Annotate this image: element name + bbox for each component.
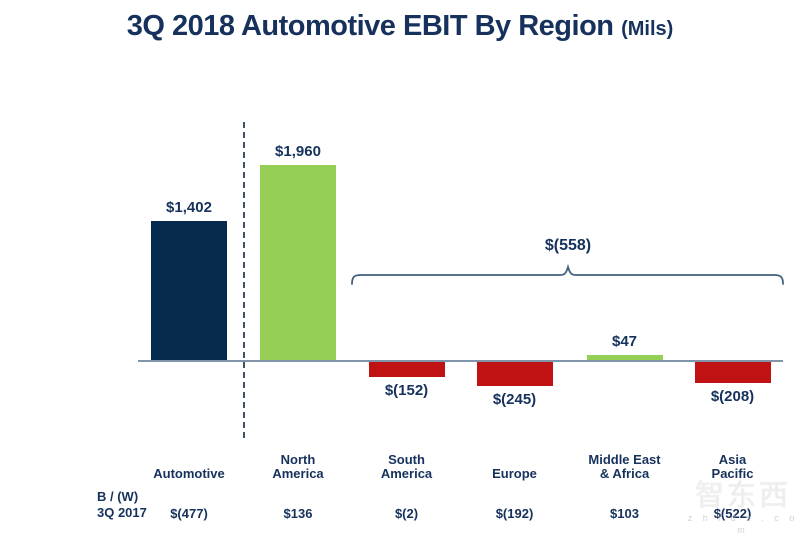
dashed-separator-line xyxy=(243,122,245,438)
category-label-south-america: South America xyxy=(352,452,462,481)
bar-europe xyxy=(476,362,553,386)
category-label-line: America xyxy=(272,466,324,481)
category-label-line: America xyxy=(380,466,433,481)
bar-asia-pacific xyxy=(694,362,771,383)
brace-total-label: $(558) xyxy=(544,237,592,254)
category-label-north-america: North America xyxy=(243,452,353,481)
page-title: 3Q 2018 Automotive EBIT By Region (Mils) xyxy=(0,10,800,43)
category-label-line: Asia xyxy=(718,452,747,467)
category-label-asia-pacific: Asia Pacific xyxy=(678,452,788,481)
comparison-value-europe: $(192) xyxy=(495,506,534,521)
category-label-line: & Africa xyxy=(599,466,650,481)
category-label-line: South xyxy=(388,452,425,467)
bar-value-label-south-america: $(152) xyxy=(384,382,429,399)
category-label-line: North xyxy=(280,452,316,467)
category-label-line: Pacific xyxy=(711,466,754,481)
comparison-value-north-america: $136 xyxy=(283,506,313,521)
bar-automotive xyxy=(151,221,227,360)
comparison-row-header: B / (W) 3Q 2017 xyxy=(97,489,147,521)
category-label-automotive: Automotive xyxy=(134,452,244,481)
bar-north-america xyxy=(260,165,336,360)
x-axis-line xyxy=(138,360,783,362)
chart-title-text: 3Q 2018 Automotive EBIT By Region xyxy=(126,10,614,42)
comparison-header-line-2: 3Q 2017 xyxy=(97,505,147,520)
comparison-header-line-1: B / (W) xyxy=(97,489,139,504)
bar-middle-east-africa xyxy=(586,355,663,360)
brace-annotation xyxy=(351,263,784,285)
bar-value-label-europe: $(245) xyxy=(492,391,537,408)
category-label-line: Middle East xyxy=(588,452,661,467)
comparison-value-south-america: $(2) xyxy=(394,506,419,521)
chart-title-unit: (Mils) xyxy=(621,18,674,40)
bar-value-label-automotive: $1,402 xyxy=(166,199,212,216)
category-label-line: Automotive xyxy=(153,466,225,481)
bar-value-label-north-america: $1,960 xyxy=(275,143,321,160)
bar-value-label-asia-pacific: $(208) xyxy=(710,388,755,405)
comparison-value-middle-east-africa: $103 xyxy=(610,506,639,521)
comparison-value-automotive: $(477) xyxy=(170,506,208,521)
bar-south-america xyxy=(368,362,445,377)
category-label-europe: Europe xyxy=(460,452,570,481)
bar-value-label-middle-east-africa: $47 xyxy=(611,333,638,350)
category-label-line: Europe xyxy=(492,466,537,481)
brace-path xyxy=(351,263,784,285)
comparison-value-asia-pacific: $(522) xyxy=(713,506,752,521)
category-label-middle-east-africa: Middle East & Africa xyxy=(570,452,680,481)
